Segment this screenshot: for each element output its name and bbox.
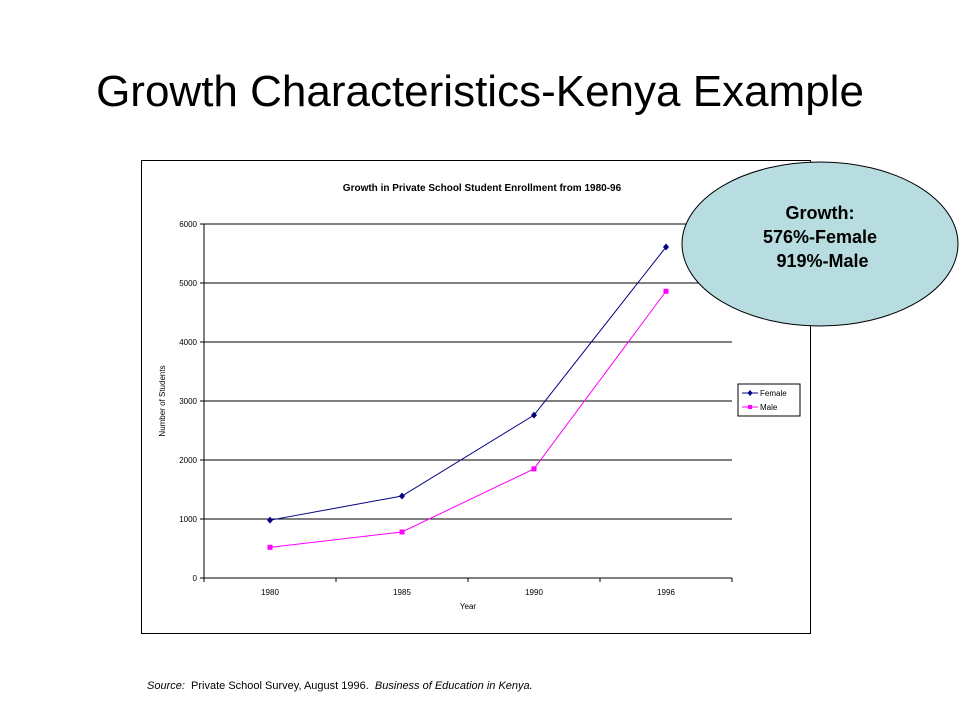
legend-label: Female [760,389,787,398]
data-point-male [663,288,669,294]
chart-title: Growth in Private School Student Enrollm… [343,183,622,194]
line-chart: Growth in Private School Student Enrollm… [158,183,801,611]
data-point-female [399,492,405,500]
source-prefix: Source: [147,680,185,692]
source-suffix: Business of Education in Kenya. [374,680,533,692]
legend-box [737,383,801,417]
slide-title: Growth Characteristics-Kenya Example [96,67,864,116]
data-point-female [267,516,273,524]
x-tick-label: 1990 [525,588,543,597]
data-point-female [663,243,669,251]
callout-line-1: Growth: [785,203,855,223]
y-tick-label: 3000 [179,397,197,406]
data-point-male [267,544,273,550]
y-tick-label: 5000 [179,279,197,288]
y-tick-label: 0 [193,574,198,583]
y-axis-label: Number of Students [158,365,167,436]
callout-ellipse [681,161,959,327]
growth-callout: Growth: 576%-Female 919%-Male [681,161,959,327]
data-point-male [399,529,405,535]
series-line-male [269,290,667,548]
x-tick-label: 1996 [657,588,675,597]
data-point-male [531,466,537,472]
source-middle: Private School Survey, August 1996. [191,680,369,692]
callout-line-2: 576%-Female [762,227,878,247]
y-tick-label: 4000 [179,338,197,347]
data-point-female [531,411,537,419]
series-line-female [269,246,667,521]
source-note: Source: Private School Survey, August 19… [147,680,533,692]
y-tick-label: 6000 [179,220,197,229]
legend-marker [748,405,752,409]
legend-label: Male [760,403,778,412]
x-tick-label: 1980 [261,588,279,597]
legend-marker [747,390,753,396]
y-tick-label: 1000 [179,515,197,524]
callout-text: Growth: 576%-Female 919%-Male [681,201,959,273]
x-tick-label: 1985 [393,588,411,597]
x-axis-label: Year [460,602,477,611]
y-tick-label: 2000 [179,456,197,465]
callout-line-3: 919%-Male [771,251,869,271]
